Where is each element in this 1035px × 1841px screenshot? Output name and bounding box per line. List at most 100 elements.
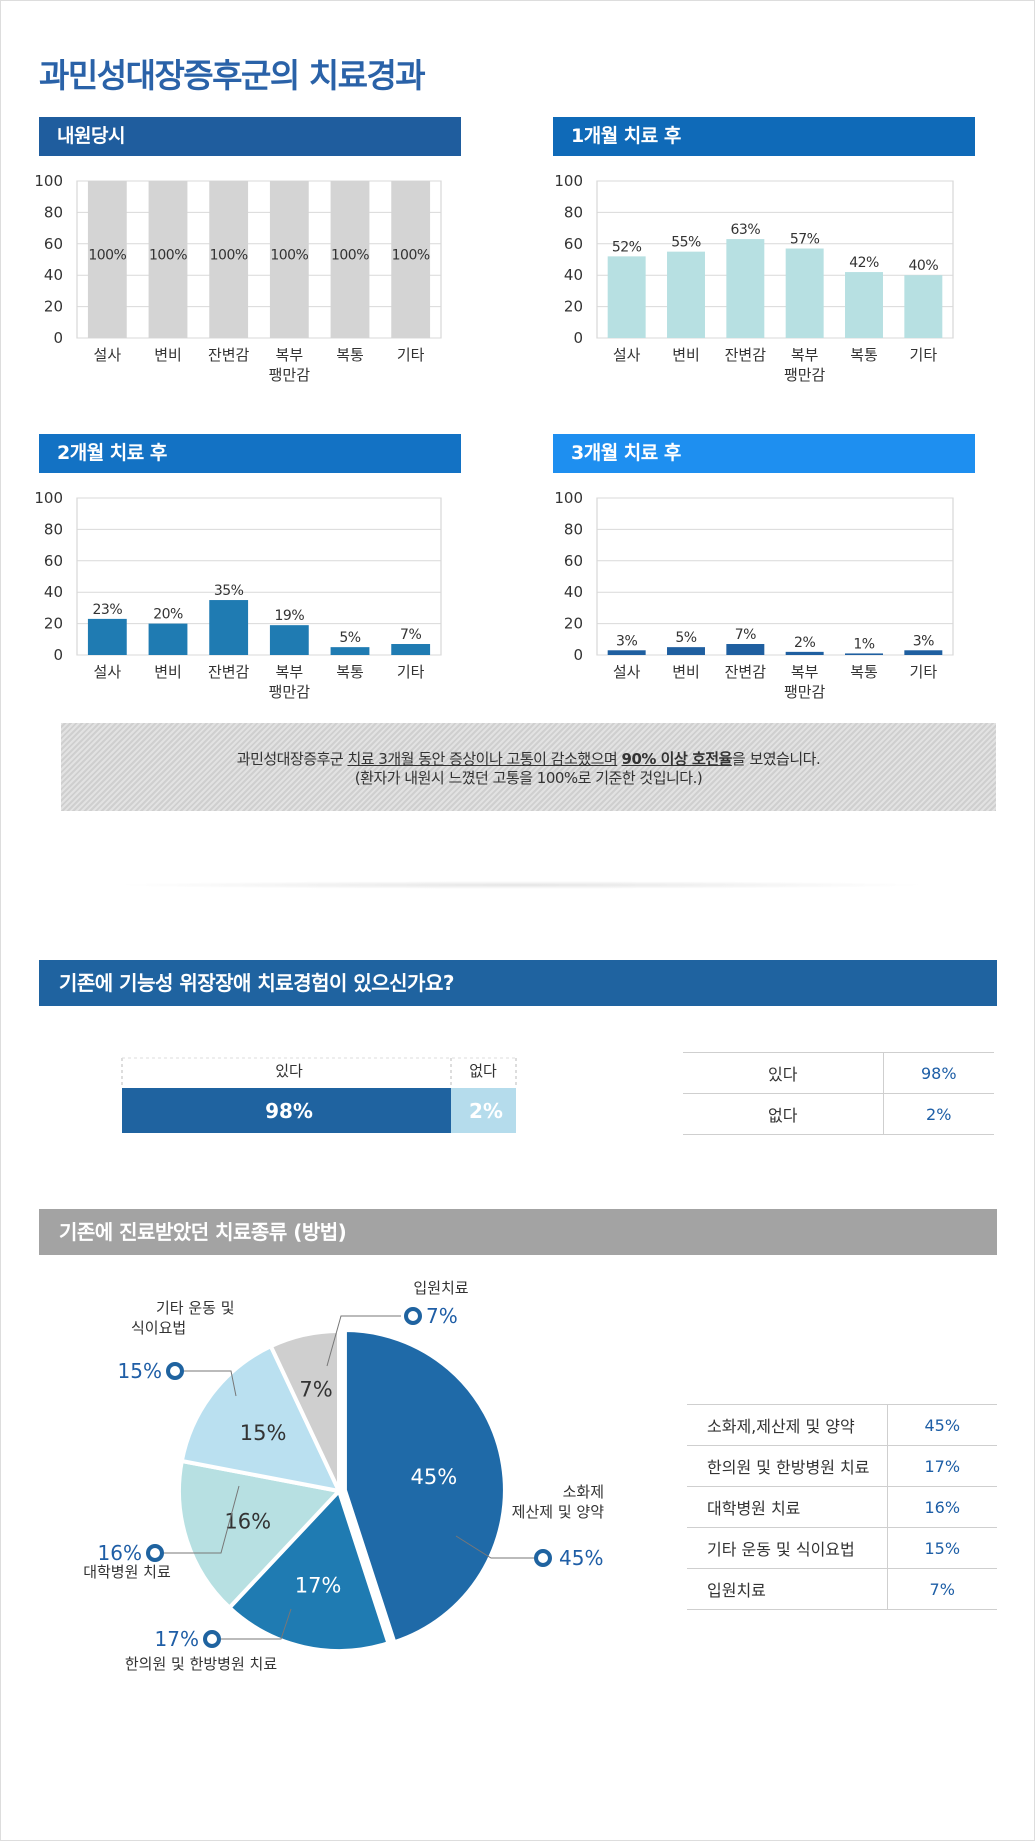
x-tick-label: 설사 (613, 346, 641, 364)
bar-chart-visit: 0 20 40 60 80 100 100% 설사 100% 변비 100% 잔변감 100% 복부팽만감… (34, 172, 442, 384)
bar-value-label: 5% (339, 630, 360, 646)
pie-leader-line (455, 1535, 541, 1559)
x-tick-label: 변비 (154, 346, 182, 364)
table-row: 대학병원 치료 16% (687, 1486, 997, 1528)
table-cell-value: 16% (886, 1486, 997, 1528)
bar (148, 623, 188, 655)
pie-callout-marker (404, 1307, 422, 1325)
bar (785, 651, 824, 655)
plot-area (76, 497, 442, 656)
pie-callout-percent: 15% (118, 1359, 162, 1383)
table-cell-value: 15% (886, 1527, 997, 1569)
bar-value-label: 52% (612, 239, 642, 255)
x-tick-label: 변비 (154, 663, 182, 681)
note-line-2: (환자가 내원시 느꼈던 고통을 100%로 기준한 것입니다.) (354, 769, 703, 787)
table-row: 기타 운동 및 식이요법 15% (687, 1527, 997, 1569)
table-cell-label: 없다 (683, 1093, 883, 1135)
table-cell-label: 대학병원 치료 (687, 1486, 887, 1528)
chart-header-1month: 1개월 치료 후 (553, 117, 975, 156)
pie-callout-label: 제산제 및 양약 (512, 1503, 605, 1521)
bar (391, 644, 431, 655)
bar-value-label: 42% (849, 255, 879, 271)
bar (667, 647, 705, 655)
y-tick-label: 80 (44, 520, 63, 538)
y-tick-label: 40 (564, 583, 583, 601)
bar-value-label: 5% (675, 630, 696, 646)
pie-callout-percent: 45% (559, 1546, 603, 1570)
plot-area (596, 180, 954, 339)
pie-callout-label: 대학병원 치료 (83, 1563, 171, 1581)
bar (330, 647, 370, 655)
bar (607, 256, 646, 338)
table-row: 입원치료 7% (687, 1568, 997, 1610)
bar-value-label: 19% (275, 608, 305, 624)
bar (845, 272, 883, 338)
x-tick-label: 변비 (672, 663, 700, 681)
y-tick-label: 100 (34, 172, 63, 190)
bar (785, 248, 824, 338)
plot-area (76, 180, 442, 339)
bar-value-label: 3% (913, 633, 934, 649)
y-tick-label: 80 (44, 203, 63, 221)
note-highlight: 90% 이상 호전율 (621, 750, 733, 768)
x-tick-label: 기타 (910, 663, 938, 681)
y-tick-label: 40 (44, 583, 63, 601)
treatment-section-header: 기존에 진료받았던 치료종류 (방법) (39, 1209, 997, 1255)
pie-slice-value: 17% (295, 1574, 342, 1598)
pie-slice (226, 1487, 391, 1653)
section-divider (111, 881, 931, 889)
bar (87, 618, 127, 655)
bar (726, 239, 765, 338)
y-tick-label: 100 (554, 489, 583, 507)
pie-callout-percent: 16% (98, 1541, 142, 1565)
no-bar (451, 1088, 516, 1133)
bar-value-label: 100% (392, 248, 430, 264)
table-cell-value: 2% (882, 1093, 994, 1135)
improvement-note: 과민성대장증후군 치료 3개월 동안 증상이나 고통이 감소했으며 90% 이상… (61, 723, 996, 811)
pie-callout-marker (203, 1630, 221, 1648)
pie-slice-value: 45% (410, 1465, 457, 1489)
bar (726, 644, 765, 655)
table-row: 없다 2% (683, 1093, 994, 1135)
bar (148, 181, 188, 338)
bar (667, 251, 705, 338)
x-tick-label: 복부 (791, 346, 819, 364)
pie-callout-marker (534, 1549, 552, 1567)
pie-slice-value: 16% (224, 1510, 271, 1534)
pie-leader-line (179, 1370, 237, 1397)
x-tick-label: 복부 (791, 663, 819, 681)
pie-callout-percent: 17% (155, 1627, 199, 1651)
y-tick-label: 60 (564, 235, 583, 253)
yes-bar (122, 1088, 451, 1133)
experience-table: 있다 98% 없다 2% (683, 1052, 994, 1135)
pie-slice-value: 15% (240, 1421, 287, 1445)
pie-slice (179, 1343, 343, 1494)
note-text-end: 을 보였습니다. (731, 750, 821, 768)
table-cell-label: 기타 운동 및 식이요법 (687, 1527, 887, 1569)
bar (607, 650, 646, 655)
pie-callout-label: 한의원 및 한방병원 치료 (125, 1655, 278, 1673)
x-tick-label: 기타 (910, 346, 938, 364)
x-tick-label: 설사 (94, 346, 122, 364)
chart-header-2month: 2개월 치료 후 (39, 434, 461, 473)
chart-header-3month: 3개월 치료 후 (553, 434, 975, 473)
x-tick-label: 복통 (336, 346, 364, 364)
bar-value-label: 100% (88, 248, 126, 264)
y-tick-label: 100 (554, 172, 583, 190)
bar-value-label: 1% (853, 636, 874, 652)
pie-slice (177, 1458, 343, 1611)
experience-section-header: 기존에 기능성 위장장애 치료경험이 있으신가요? (39, 960, 997, 1006)
y-tick-label: 20 (564, 615, 583, 633)
y-tick-label: 20 (44, 615, 63, 633)
x-tick-label: 복부 (276, 663, 304, 681)
pie-callout-label: 식이요법 (131, 1319, 186, 1337)
table-cell-value: 98% (882, 1052, 994, 1094)
x-tick-label: 변비 (672, 346, 700, 364)
yes-bar-value: 98% (265, 1099, 313, 1123)
y-tick-label: 0 (573, 329, 583, 347)
y-tick-label: 20 (564, 298, 583, 316)
y-tick-label: 60 (44, 552, 63, 570)
